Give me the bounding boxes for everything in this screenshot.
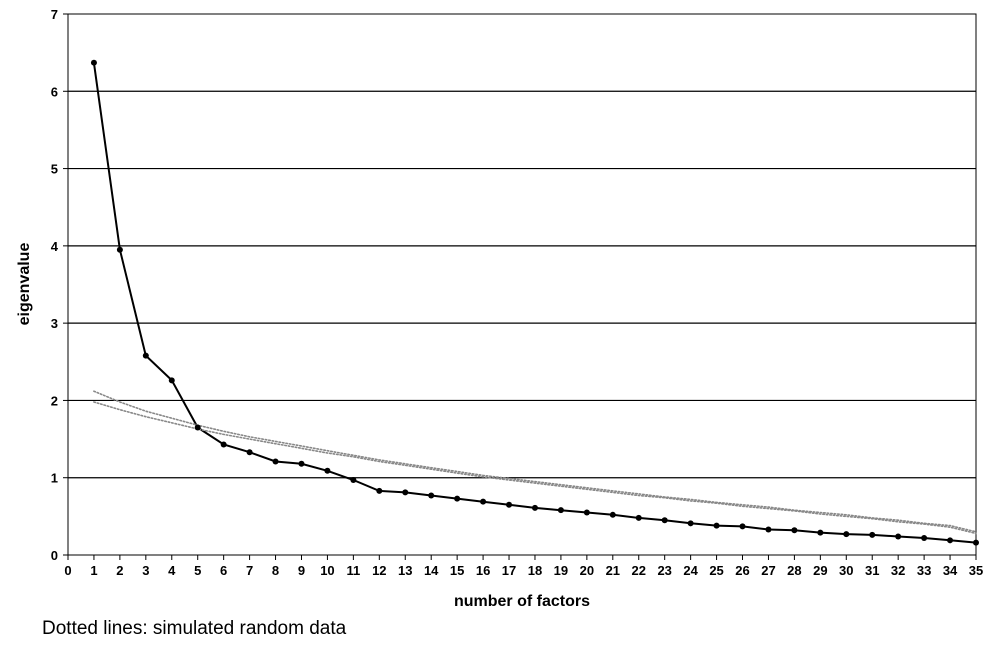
y-tick-label: 2 xyxy=(51,393,58,408)
x-tick-labels: 0 1 2 3 4 5 6 7 8 9 10 11 12 13 14 15 16 17 18 19 20 21 22 23 24… xyxy=(64,555,983,578)
x-tick-label: 8 xyxy=(272,563,279,578)
x-tick-label: 0 xyxy=(64,563,71,578)
eigenvalue-point xyxy=(791,527,798,534)
eigenvalue-point xyxy=(687,520,694,527)
x-tick-label: 27 xyxy=(761,563,775,578)
eigenvalue-point xyxy=(895,533,902,540)
x-tick-label: 25 xyxy=(709,563,723,578)
eigenvalue-point xyxy=(116,246,123,253)
x-tick-label: 32 xyxy=(891,563,905,578)
eigenvalue-point xyxy=(713,522,720,529)
x-tick-label: 6 xyxy=(220,563,227,578)
eigenvalue-point xyxy=(817,529,824,536)
x-tick-label: 2 xyxy=(116,563,123,578)
y-tick-labels: 0 1 2 3 4 5 6 7 xyxy=(51,7,68,563)
eigenvalue-point xyxy=(194,424,201,431)
eigenvalue-point xyxy=(609,511,616,518)
x-tick-label: 35 xyxy=(969,563,983,578)
x-tick-label: 29 xyxy=(813,563,827,578)
eigenvalue-point xyxy=(272,458,279,465)
x-tick-label: 22 xyxy=(632,563,646,578)
eigenvalue-point xyxy=(90,59,97,66)
eigenvalue-point xyxy=(142,352,149,359)
x-tick-label: 12 xyxy=(372,563,386,578)
eigenvalue-point xyxy=(921,534,928,541)
eigenvalue-point xyxy=(531,504,538,511)
eigenvalue-point xyxy=(506,501,513,508)
x-tick-label: 34 xyxy=(943,563,958,578)
eigenvalue-point xyxy=(557,507,564,514)
y-tick-label: 7 xyxy=(51,7,58,22)
eigenvalue-point xyxy=(843,531,850,538)
eigenvalue-point xyxy=(973,539,979,546)
x-tick-label: 15 xyxy=(450,563,464,578)
gridlines xyxy=(68,90,976,479)
eigenvalue-point xyxy=(661,517,668,524)
eigenvalue-point xyxy=(739,523,746,530)
random-data-dotted-line xyxy=(93,401,977,535)
x-tick-label: 20 xyxy=(580,563,594,578)
eigenvalue-point xyxy=(947,537,954,544)
x-tick-label: 23 xyxy=(657,563,671,578)
eigenvalue-point xyxy=(765,526,772,533)
x-tick-label: 21 xyxy=(606,563,620,578)
x-tick-label: 28 xyxy=(787,563,801,578)
x-tick-label: 3 xyxy=(142,563,149,578)
eigenvalue-point xyxy=(454,495,461,502)
eigenvalue-point xyxy=(583,509,590,516)
x-axis-title: number of factors xyxy=(454,593,590,610)
x-tick-label: 24 xyxy=(683,563,698,578)
eigenvalue-point xyxy=(869,531,876,538)
eigenvalue-point xyxy=(428,492,435,499)
x-tick-label: 30 xyxy=(839,563,853,578)
x-tick-label: 18 xyxy=(528,563,542,578)
eigenvalue-point xyxy=(298,460,305,467)
x-tick-label: 1 xyxy=(90,563,97,578)
x-tick-label: 9 xyxy=(298,563,305,578)
x-tick-label: 33 xyxy=(917,563,931,578)
x-tick-label: 31 xyxy=(865,563,879,578)
y-tick-label: 0 xyxy=(51,548,58,563)
eigenvalue-point xyxy=(480,498,487,505)
plot-area xyxy=(67,13,977,556)
y-tick-label: 3 xyxy=(51,316,58,331)
x-tick-label: 19 xyxy=(554,563,568,578)
x-tick-label: 16 xyxy=(476,563,490,578)
eigenvalue-line xyxy=(92,62,977,544)
y-tick-label: 4 xyxy=(51,239,59,254)
footnote-text: Dotted lines: simulated random data xyxy=(42,618,347,639)
x-tick-label: 26 xyxy=(735,563,749,578)
eigenvalue-point xyxy=(635,514,642,521)
y-tick-label: 6 xyxy=(51,84,58,99)
eigenvalue-point xyxy=(220,441,227,448)
x-tick-label: 10 xyxy=(320,563,334,578)
y-tick-label: 1 xyxy=(51,471,58,486)
eigenvalue-point xyxy=(350,477,357,484)
x-tick-label: 13 xyxy=(398,563,412,578)
x-tick-label: 17 xyxy=(502,563,516,578)
eigenvalue-point xyxy=(168,377,175,384)
random-data-dotted-line xyxy=(93,390,977,533)
x-tick-label: 14 xyxy=(424,563,439,578)
series-group xyxy=(90,59,979,546)
eigenvalue-point xyxy=(246,449,253,456)
x-tick-label: 7 xyxy=(246,563,253,578)
x-tick-label: 5 xyxy=(194,563,201,578)
eigenvalue-point xyxy=(324,467,331,474)
y-axis-title: eigenvalue xyxy=(16,243,33,326)
x-tick-label: 11 xyxy=(346,563,360,578)
eigenvalue-point xyxy=(376,487,383,494)
eigenvalue-point xyxy=(402,489,409,496)
y-tick-label: 5 xyxy=(51,162,58,177)
x-tick-label: 4 xyxy=(168,563,176,578)
